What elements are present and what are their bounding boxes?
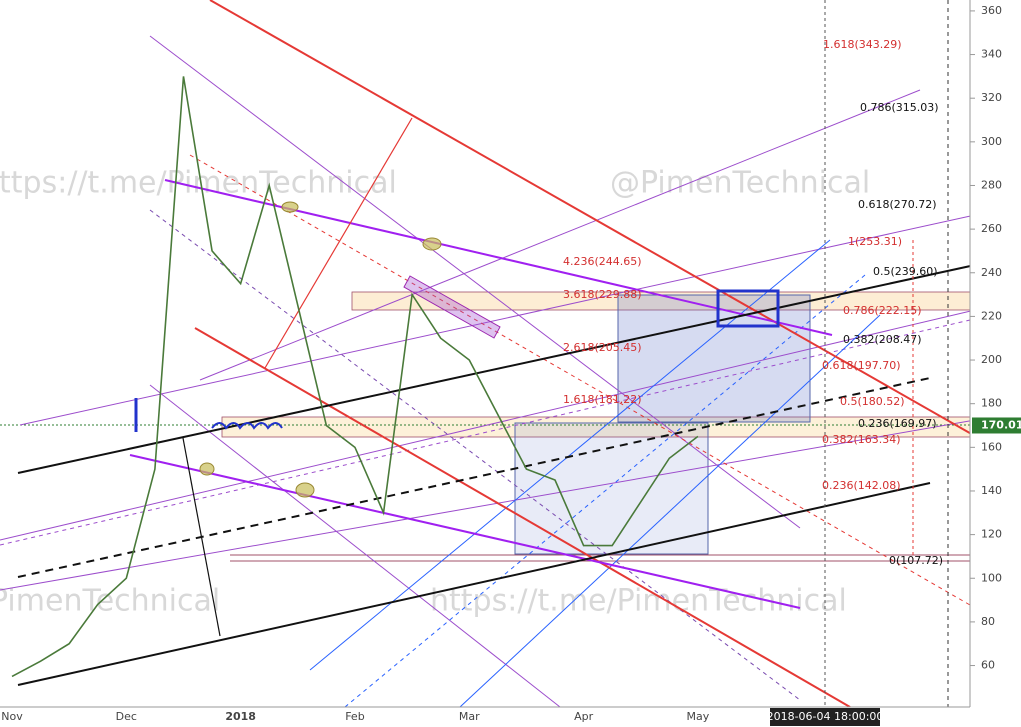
y-tick-label: 280 bbox=[981, 178, 1002, 191]
y-tick-label: 120 bbox=[981, 528, 1002, 541]
last-price-label: 170.01 bbox=[981, 418, 1021, 431]
x-tick-label: Dec bbox=[116, 710, 137, 723]
target-box bbox=[716, 289, 780, 328]
x-tick-label: May bbox=[687, 710, 710, 723]
fib-label: 0.382(163.34) bbox=[822, 433, 901, 446]
y-tick-label: 60 bbox=[981, 659, 995, 672]
y-tick-label: 220 bbox=[981, 309, 1002, 322]
x-tick-label: Feb bbox=[345, 710, 364, 723]
axes: 60 80 100 120 140 160 180 200 220 240 260 280 300 320… bbox=[1, 4, 1021, 726]
markers bbox=[199, 201, 442, 498]
fib-label: 4.236(244.65) bbox=[563, 255, 642, 268]
y-tick-label: 100 bbox=[981, 571, 1002, 584]
y-tick-label: 360 bbox=[981, 4, 1002, 17]
x-tick-label: Mar bbox=[459, 710, 480, 723]
highlight bbox=[403, 275, 501, 339]
fib-label: 2.618(205.45) bbox=[563, 341, 642, 354]
trend-line bbox=[164, 179, 833, 336]
y-tick-label: 200 bbox=[981, 353, 1002, 366]
thin-lines bbox=[0, 35, 976, 708]
crosshair-label: 2018-06-04 18:00:00 bbox=[767, 710, 884, 723]
fib-label: 0.5(239.60) bbox=[873, 265, 938, 278]
fib-label: 0.618(197.70) bbox=[822, 359, 901, 372]
trend-line bbox=[17, 377, 931, 578]
watermark: https://t.me/PimenTechnical bbox=[430, 584, 847, 619]
fib-label: 0.382(208.47) bbox=[843, 333, 922, 346]
arrow bbox=[182, 437, 221, 637]
range-box bbox=[514, 422, 709, 555]
y-tick-label: 180 bbox=[981, 397, 1002, 410]
crosshair-box bbox=[770, 708, 880, 726]
y-tick-label: 260 bbox=[981, 222, 1002, 235]
arrow bbox=[264, 117, 413, 369]
fib-label: 0(107.72) bbox=[889, 554, 943, 567]
x-tick-label: 2018 bbox=[225, 710, 256, 723]
trend-line bbox=[129, 454, 801, 609]
y-tick-label: 160 bbox=[981, 440, 1002, 453]
x-axis bbox=[0, 707, 1021, 727]
fib-label: 0.5(180.52) bbox=[840, 395, 905, 408]
last-price-box bbox=[972, 417, 1021, 434]
y-tick-label: 300 bbox=[981, 135, 1002, 148]
watermark: PimenTechnical bbox=[0, 584, 220, 619]
fib-label: 0.236(169.97) bbox=[858, 417, 937, 430]
y-tick-label: 80 bbox=[981, 615, 995, 628]
trend-line bbox=[194, 327, 851, 708]
fib-label: 1.618(181.22) bbox=[563, 393, 642, 406]
y-tick-label: 320 bbox=[981, 91, 1002, 104]
fib-label: 0.786(222.15) bbox=[843, 304, 922, 317]
plot: 1.618(343.29) 0.786(315.03) 0.618(270.72) 1… bbox=[11, 38, 943, 678]
fib-label: 1.618(343.29) bbox=[823, 38, 902, 51]
trend-line bbox=[17, 482, 931, 686]
x-tick-label: Apr bbox=[574, 710, 594, 723]
fib-label: 0.786(315.03) bbox=[860, 101, 939, 114]
projection-box bbox=[617, 294, 811, 423]
fib-label: 0.618(270.72) bbox=[858, 198, 937, 211]
y-axis bbox=[970, 0, 1021, 727]
y-tick-label: 240 bbox=[981, 266, 1002, 279]
price-line bbox=[11, 76, 699, 678]
trend-line bbox=[209, 0, 976, 437]
fib-label: 3.618(229.88) bbox=[563, 288, 642, 301]
y-tick-label: 340 bbox=[981, 48, 1002, 61]
x-tick-label: Nov bbox=[1, 710, 23, 723]
fib-label: 1(253.31) bbox=[848, 235, 902, 248]
trend-line bbox=[17, 264, 976, 474]
watermark: @PimenTechnical bbox=[610, 166, 870, 201]
fib-label: 0.236(142.08) bbox=[822, 479, 901, 492]
watermarks: https://t.me/PimenTechnical @PimenTechnic… bbox=[0, 166, 870, 619]
scribble bbox=[211, 422, 283, 430]
blue-lines bbox=[309, 239, 881, 708]
y-tick-label: 140 bbox=[981, 484, 1002, 497]
